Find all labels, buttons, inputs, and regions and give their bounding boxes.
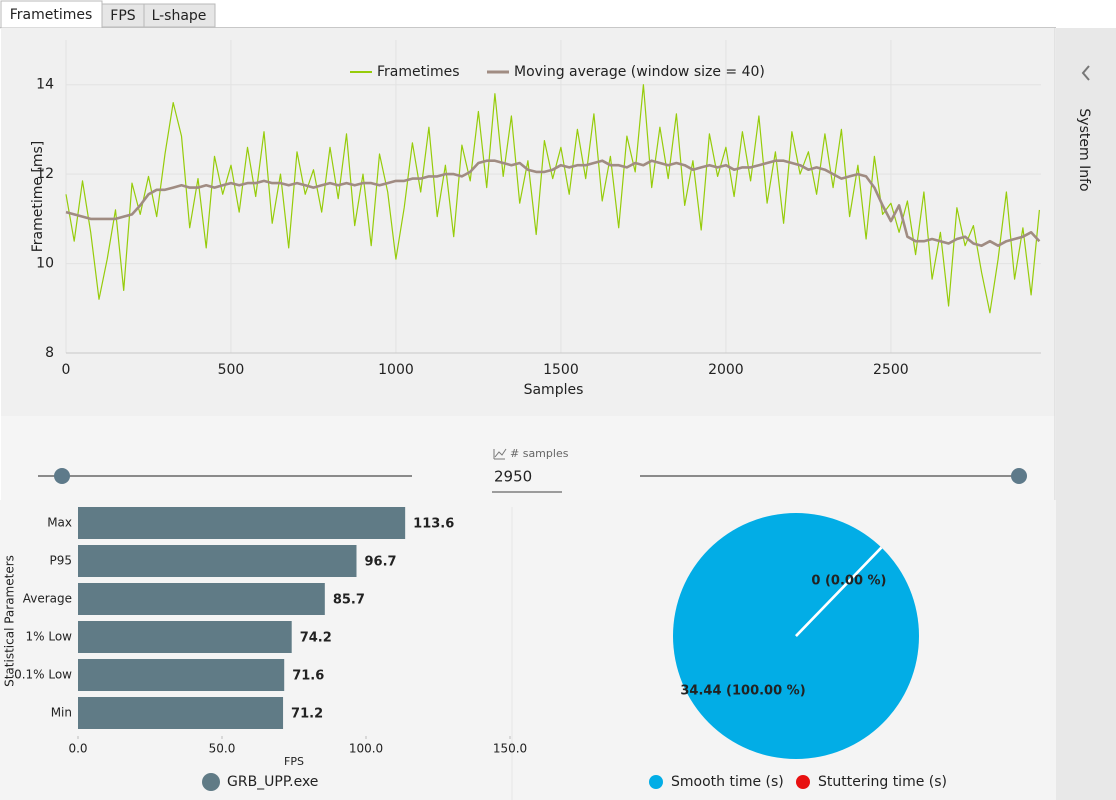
value-label: 96.7 [364, 555, 396, 570]
x-tick-label: 500 [218, 362, 245, 378]
tab-label: Frametimes [10, 7, 93, 23]
legend-label: GRB_UPP.exe [227, 774, 318, 790]
y-axis-label: Frametime [ms] [30, 141, 46, 253]
y-tick-label: 8 [45, 345, 54, 361]
y-tick-label: Min [51, 706, 72, 720]
value-label: 71.2 [291, 707, 323, 722]
tab[interactable] [0, 0, 103, 29]
tab-border [0, 27, 1056, 28]
sidebar[interactable] [1056, 28, 1116, 800]
x-tick-label: 50.0 [209, 742, 236, 756]
y-tick-label: 10 [36, 256, 54, 272]
input-label: # samples [510, 447, 569, 460]
y-tick-label: 14 [36, 77, 54, 93]
sidebar-title: System Info [1076, 108, 1092, 191]
pie-separator [795, 546, 883, 637]
y-tick-label: Average [23, 592, 72, 606]
x-tick-label: 0 [62, 362, 71, 378]
series-line [65, 159, 1041, 247]
y-tick-label: 12 [36, 166, 54, 182]
legend-label: Smooth time (s) [671, 774, 784, 790]
value-label: 74.2 [300, 631, 332, 646]
bar [78, 545, 357, 577]
tab-label: L-shape [152, 8, 207, 24]
bar [78, 507, 406, 539]
tab[interactable] [143, 3, 216, 28]
x-tick-label: 0.0 [68, 742, 87, 756]
x-tick-label: 1000 [378, 362, 414, 378]
x-axis-label: FPS [284, 755, 304, 768]
slider-panel [1, 416, 1055, 500]
input-value[interactable]: 2950 [494, 468, 532, 486]
bar [78, 583, 325, 615]
x-tick-label: 2000 [708, 362, 744, 378]
bar [78, 697, 284, 729]
tab-label: FPS [110, 8, 135, 24]
legend-label: Frametimes [377, 64, 460, 80]
bar [78, 621, 292, 653]
x-tick-label: 1500 [543, 362, 579, 378]
legend-label: Moving average (window size = 40) [514, 64, 765, 80]
legend-label: Stuttering time (s) [818, 774, 947, 790]
legend-swatch [649, 775, 663, 789]
value-label: 85.7 [333, 593, 365, 608]
y-tick-label: Max [47, 516, 72, 530]
x-tick-label: 2500 [873, 362, 909, 378]
slider-knob[interactable] [54, 468, 70, 484]
y-tick-label: 1% Low [26, 630, 73, 644]
slider-knob[interactable] [1011, 468, 1027, 484]
series-line [65, 84, 1040, 314]
value-label: 34.44 (100.00 %) [680, 683, 805, 698]
chart-panel [1, 28, 1055, 416]
y-tick-label: P95 [49, 554, 72, 568]
bar [78, 659, 285, 691]
samples-icon [493, 448, 507, 460]
x-tick-label: 100.0 [349, 742, 383, 756]
legend-swatch [796, 775, 810, 789]
y-axis-label: Statistical Parameters [3, 555, 17, 687]
value-label: 113.6 [413, 517, 454, 532]
value-label: 0 (0.00 %) [811, 574, 886, 589]
x-tick-label: 150.0 [493, 742, 527, 756]
y-tick-label: 0.1% Low [14, 668, 72, 682]
value-label: 71.6 [292, 669, 324, 684]
legend-swatch [202, 773, 220, 791]
x-axis-label: Samples [524, 382, 584, 398]
collapse-icon[interactable] [1081, 65, 1090, 81]
